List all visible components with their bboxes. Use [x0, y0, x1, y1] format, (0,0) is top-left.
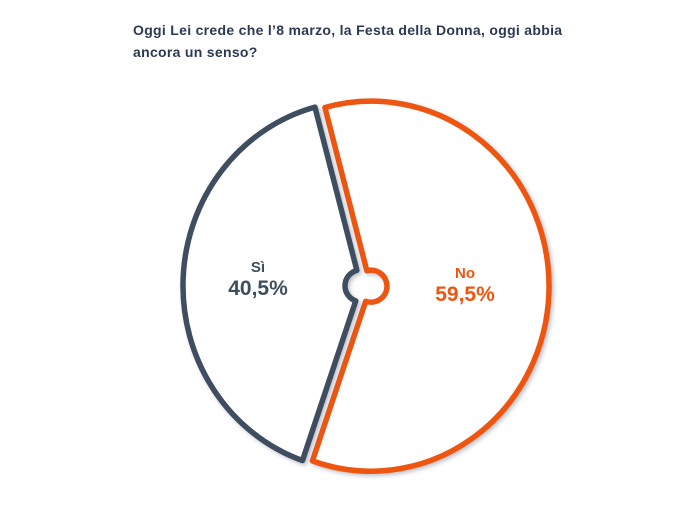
- slice-si-name: Sì: [250, 259, 266, 276]
- slice-label-no: No 59,5%: [400, 264, 530, 307]
- pie-slice-no: [309, 98, 552, 474]
- slice-no-name: No: [455, 265, 475, 282]
- slice-label-si: Sì 40,5%: [193, 258, 323, 301]
- slice-si-value: 40,5%: [228, 277, 288, 300]
- pie-slice-sì: [180, 104, 360, 464]
- slice-no-value: 59,5%: [435, 283, 495, 306]
- chart-title-line2: ancora un senso?: [133, 44, 258, 60]
- chart-title: Oggi Lei crede che l’8 marzo, la Festa d…: [133, 19, 633, 63]
- chart-title-line1: Oggi Lei crede che l’8 marzo, la Festa d…: [133, 22, 563, 38]
